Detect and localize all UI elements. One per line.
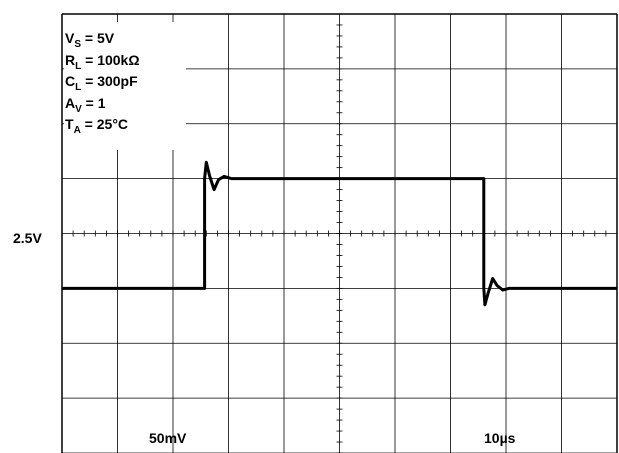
condition-subscript: L <box>75 82 82 93</box>
legend-background <box>64 22 186 150</box>
condition-symbol: C <box>65 73 76 89</box>
condition-value: = 300pF <box>81 73 138 89</box>
condition-symbol: V <box>65 30 75 46</box>
horizontal-scale-label: 10µs <box>484 430 516 446</box>
condition-1: RL = 100kΩ <box>65 50 140 72</box>
condition-subscript: V <box>75 103 82 115</box>
center-axis-ticks <box>61 13 618 453</box>
condition-symbol: R <box>65 51 76 68</box>
condition-symbol: A <box>65 94 76 111</box>
condition-subscript: A <box>73 125 81 136</box>
condition-4: TA = 25°C <box>65 114 140 136</box>
condition-value: = 25°C <box>80 116 129 132</box>
condition-subscript: L <box>75 60 82 72</box>
condition-subscript: S <box>74 39 82 50</box>
condition-value: = 100kΩ <box>81 51 140 68</box>
reference-level-label: 2.5V <box>13 230 42 246</box>
condition-symbol: T <box>65 116 74 132</box>
condition-value: = 1 <box>81 94 106 111</box>
signal-trace <box>62 160 617 307</box>
condition-value: = 5V <box>81 30 115 46</box>
condition-2: CL = 300pF <box>65 71 140 93</box>
condition-0: VS = 5V <box>65 28 140 50</box>
test-conditions-legend: VS = 5V RL = 100kΩ CL = 300pF AV = 1 TA = 25… <box>65 28 140 136</box>
vertical-scale-label: 50mV <box>149 430 187 446</box>
condition-3: AV = 1 <box>65 93 140 115</box>
